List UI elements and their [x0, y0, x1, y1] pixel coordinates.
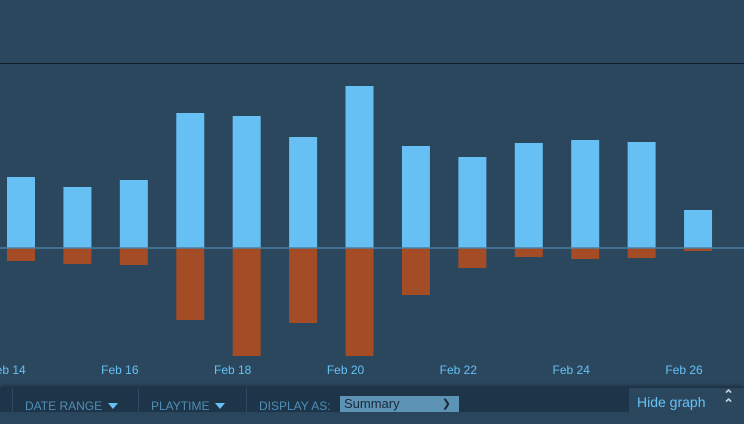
positive-bar-feb-19 — [289, 137, 318, 248]
positive-bar-feb-15 — [63, 187, 92, 248]
review-histogram-chart: Feb 14 Feb 16 Feb 18 Feb 20 Feb 22 Feb 24 Feb … — [0, 86, 744, 377]
positive-bar-feb-14 — [7, 177, 35, 248]
chevron-down-icon: ❯ — [441, 398, 451, 410]
hide-graph-button[interactable]: Hide graph ⌃ ⌃ — [629, 388, 744, 412]
positive-bar-feb-18 — [232, 116, 261, 248]
filter-bar: DATE RANGE PLAYTIME DISPLAY AS: Summary ❯… — [0, 388, 744, 413]
playtime-label: PLAYTIME — [151, 399, 210, 413]
display-as-value: Summary — [344, 396, 400, 411]
hide-graph-label: Hide graph — [637, 394, 706, 410]
display-as-label: DISPLAY AS: — [246, 388, 339, 413]
display-as-select[interactable]: Summary ❯ — [340, 396, 459, 412]
chart-top-border — [0, 63, 744, 64]
positive-bar-feb-24 — [571, 140, 600, 248]
x-tick-label: Feb 16 — [101, 363, 139, 377]
date-range-filter[interactable]: DATE RANGE — [12, 388, 150, 413]
negative-bar-feb-19 — [289, 248, 318, 323]
negative-bar-feb-17 — [176, 248, 205, 320]
negative-bar-feb-14 — [7, 248, 35, 261]
x-tick-label: Feb 14 — [0, 363, 26, 377]
negative-bar-feb-16 — [119, 248, 148, 265]
double-chevron-up-icon: ⌃ ⌃ — [723, 387, 734, 411]
positive-bar-feb-21 — [401, 146, 430, 248]
negative-bar-feb-24 — [571, 248, 600, 259]
caret-down-icon — [108, 403, 119, 409]
x-tick-label: Feb 26 — [665, 363, 703, 377]
negative-bar-feb-23 — [514, 248, 543, 257]
negative-bar-feb-26 — [684, 248, 713, 251]
x-tick-label: Feb 20 — [327, 363, 365, 377]
x-tick-label: Feb 24 — [553, 363, 591, 377]
negative-bar-feb-25 — [627, 248, 656, 258]
playtime-filter[interactable]: PLAYTIME — [138, 388, 259, 413]
x-tick-label: Feb 22 — [440, 363, 478, 377]
negative-bar-feb-20 — [345, 248, 374, 356]
positive-bar-feb-16 — [119, 180, 148, 248]
negative-bar-feb-18 — [232, 248, 261, 356]
positive-bar-feb-20 — [345, 86, 374, 248]
positive-bar-feb-22 — [458, 157, 487, 248]
positive-bar-feb-26 — [684, 210, 713, 248]
caret-down-icon — [215, 403, 226, 409]
x-tick-label: Feb 18 — [214, 363, 252, 377]
negative-bar-feb-21 — [401, 248, 430, 295]
positive-bar-feb-25 — [627, 142, 656, 248]
negative-bar-feb-15 — [63, 248, 92, 264]
positive-bar-feb-17 — [176, 113, 205, 248]
negative-bar-feb-22 — [458, 248, 487, 268]
positive-bar-feb-23 — [514, 143, 543, 248]
date-range-label: DATE RANGE — [25, 399, 103, 413]
